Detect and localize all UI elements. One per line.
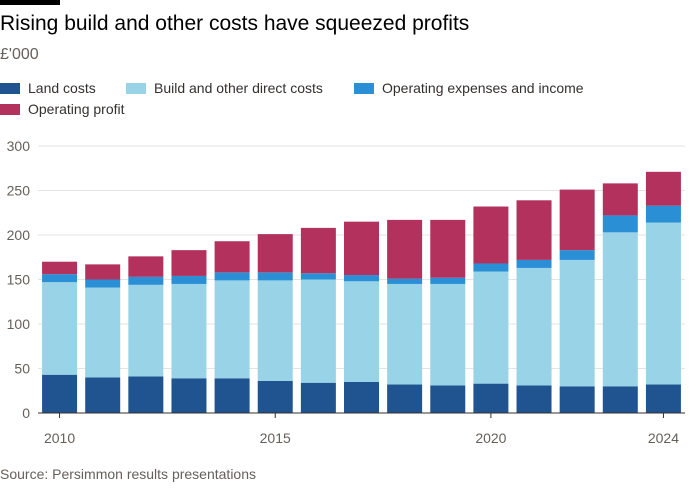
bar-segment-build-and-other-direct-costs [473, 271, 509, 384]
bar-segment-operating-profit [257, 234, 293, 273]
bar-segment-land-costs [602, 386, 638, 413]
bar-segment-operating-expenses-and-income [645, 205, 681, 223]
legend-swatch-build-costs [126, 82, 146, 94]
chart-legend: Land costs Build and other direct costs … [0, 78, 700, 122]
bar-segment-build-and-other-direct-costs [214, 280, 250, 379]
bar-segment-land-costs [516, 385, 552, 413]
bar-segment-land-costs [85, 377, 121, 413]
y-tick-label: 250 [7, 183, 31, 199]
bar-segment-operating-profit [473, 206, 509, 264]
legend-swatch-operating-expenses [354, 82, 374, 94]
bar-segment-land-costs [300, 382, 336, 413]
bar-segment-operating-profit [171, 250, 207, 276]
bar-segment-operating-expenses-and-income [85, 279, 121, 288]
bar-segment-operating-expenses-and-income [516, 259, 552, 268]
stacked-bar-chart: 0 50 100 150 200 250 300 2010 2015 2020 2024 [7, 138, 685, 446]
legend-label: Operating profit [28, 101, 125, 117]
bar-segment-build-and-other-direct-costs [300, 279, 336, 383]
bar-segment-operating-profit [602, 183, 638, 216]
bar-segment-operating-expenses-and-income [602, 215, 638, 233]
bar-segment-build-and-other-direct-costs [387, 283, 423, 385]
bar-segment-land-costs [559, 386, 595, 413]
bar-segment-build-and-other-direct-costs [516, 267, 552, 386]
bar-segment-operating-profit [85, 264, 121, 280]
bar-segment-operating-profit [128, 256, 164, 277]
bar-segment-build-and-other-direct-costs [85, 287, 121, 378]
bar-segment-operating-expenses-and-income [430, 277, 466, 284]
bar-segment-land-costs [645, 384, 681, 413]
bar-segment-build-and-other-direct-costs [171, 283, 207, 379]
y-tick-label: 0 [22, 405, 30, 421]
bar-segment-build-and-other-direct-costs [128, 284, 164, 377]
bar-segment-land-costs [128, 376, 164, 413]
bar-segment-land-costs [473, 383, 509, 413]
bar-segment-operating-expenses-and-income [214, 272, 250, 281]
bar-segment-operating-expenses-and-income [473, 263, 509, 272]
chart-title: Rising build and other costs have squeez… [0, 12, 470, 35]
bar-segment-operating-profit [344, 221, 379, 276]
bar-segment-operating-profit [300, 227, 336, 274]
bar-segment-build-and-other-direct-costs [430, 283, 466, 386]
bar-segment-build-and-other-direct-costs [559, 259, 595, 387]
bar-segment-operating-profit [387, 219, 423, 279]
bar-segment-operating-expenses-and-income [128, 276, 164, 285]
y-tick-label: 300 [7, 138, 31, 154]
legend-label: Build and other direct costs [154, 80, 323, 96]
bar-segment-operating-expenses-and-income [300, 273, 336, 280]
legend-label: Land costs [28, 80, 96, 96]
bar-segment-land-costs [257, 380, 293, 413]
bar-segment-operating-expenses-and-income [387, 278, 423, 284]
bar-segment-operating-profit [430, 219, 466, 278]
bar-segment-operating-expenses-and-income [344, 275, 379, 282]
legend-swatch-land-costs [0, 82, 20, 94]
brand-bar [0, 0, 60, 5]
bar-segment-operating-expenses-and-income [42, 274, 78, 283]
bar-segment-land-costs [387, 384, 423, 413]
bar-segment-land-costs [171, 378, 207, 413]
bar-segment-build-and-other-direct-costs [344, 281, 379, 382]
bar-segment-land-costs [344, 381, 379, 413]
bar-segment-operating-expenses-and-income [171, 275, 207, 284]
legend-item-land-costs: Land costs [0, 80, 96, 96]
bar-segment-build-and-other-direct-costs [257, 280, 293, 381]
bar-segment-operating-profit [42, 261, 78, 275]
bar-segment-operating-profit [645, 171, 681, 206]
y-tick-label: 50 [14, 361, 30, 377]
bar-segment-land-costs [214, 378, 250, 413]
x-tick-label: 2020 [475, 430, 506, 446]
bar-segment-operating-expenses-and-income [257, 272, 293, 281]
legend-item-operating-expenses: Operating expenses and income [354, 80, 584, 96]
legend-label: Operating expenses and income [382, 80, 584, 96]
bar-segment-build-and-other-direct-costs [602, 232, 638, 387]
y-tick-label: 100 [7, 316, 31, 332]
legend-item-operating-profit: Operating profit [0, 101, 125, 117]
bar-segment-operating-profit [516, 200, 552, 260]
bar-segment-operating-expenses-and-income [559, 250, 595, 260]
y-tick-label: 150 [7, 272, 31, 288]
chart-unit-subtitle: £'000 [0, 46, 39, 63]
x-tick-label: 2024 [648, 430, 679, 446]
x-tick-label: 2015 [260, 430, 291, 446]
x-tick-label: 2010 [44, 430, 75, 446]
legend-item-build-costs: Build and other direct costs [126, 80, 323, 96]
bar-segment-operating-profit [559, 189, 595, 251]
bar-segment-land-costs [42, 374, 78, 413]
bar-segment-build-and-other-direct-costs [645, 222, 681, 385]
bar-segment-operating-profit [214, 241, 250, 273]
bar-segment-build-and-other-direct-costs [42, 282, 78, 375]
source-note: Source: Persimmon results presentations [0, 466, 256, 482]
y-tick-label: 200 [7, 227, 31, 243]
legend-swatch-operating-profit [0, 103, 20, 115]
bar-segment-land-costs [430, 385, 466, 413]
